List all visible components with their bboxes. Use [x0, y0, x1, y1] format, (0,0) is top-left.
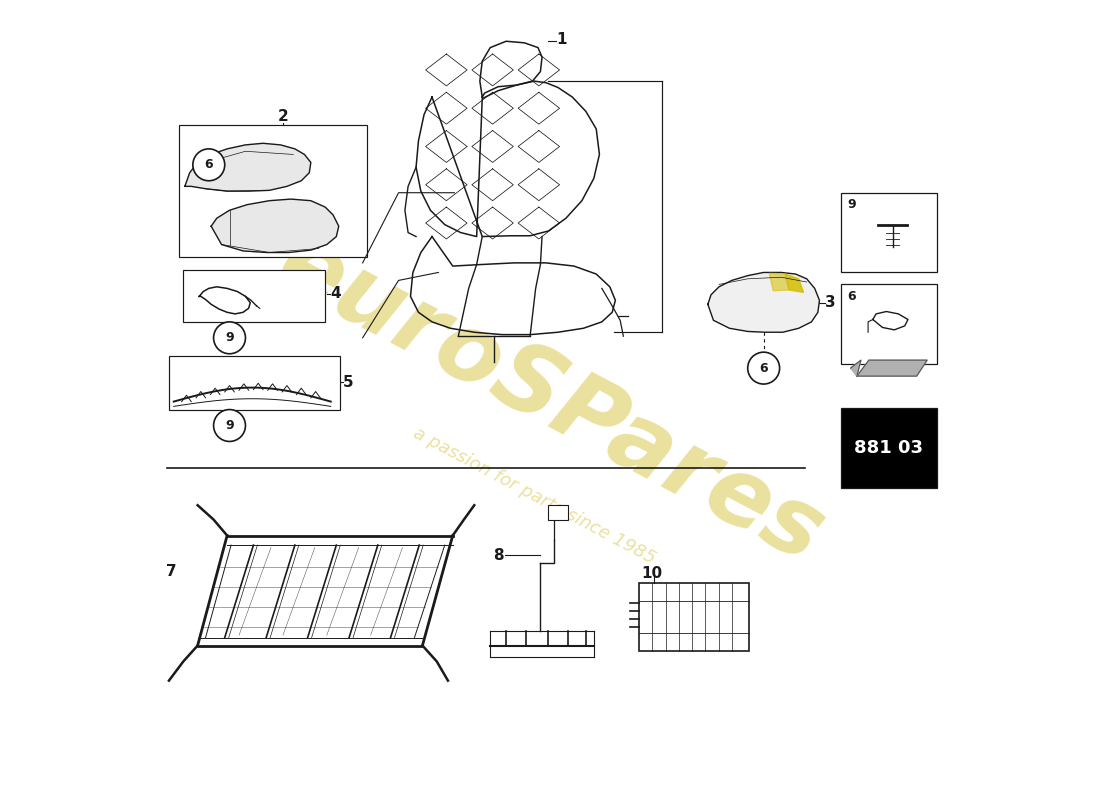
Bar [842, 285, 937, 364]
Circle shape [748, 352, 780, 384]
Text: 10: 10 [641, 566, 663, 582]
Text: 9: 9 [226, 331, 234, 344]
Text: 1: 1 [557, 32, 566, 47]
Circle shape [213, 410, 245, 442]
Polygon shape [708, 273, 820, 332]
Text: a passion for parts since 1985: a passion for parts since 1985 [410, 424, 658, 567]
Text: 6: 6 [205, 158, 213, 171]
Polygon shape [857, 360, 927, 376]
Bar [184, 270, 326, 322]
Text: euroSPares: euroSPares [262, 218, 838, 582]
Circle shape [192, 149, 224, 181]
Text: 8: 8 [493, 548, 504, 563]
Polygon shape [769, 274, 789, 290]
Text: 9: 9 [847, 198, 856, 211]
Polygon shape [185, 143, 311, 191]
Bar [842, 408, 937, 488]
Text: 881 03: 881 03 [855, 439, 923, 457]
Text: 4: 4 [330, 286, 341, 302]
Text: 3: 3 [825, 295, 836, 310]
Bar [169, 356, 340, 410]
Circle shape [213, 322, 245, 354]
Text: 2: 2 [277, 110, 288, 125]
Bar [842, 193, 937, 273]
Text: 6: 6 [759, 362, 768, 374]
Text: 9: 9 [226, 419, 234, 432]
Bar [639, 583, 749, 651]
Polygon shape [785, 274, 803, 292]
Polygon shape [211, 199, 339, 253]
Bar [549, 506, 569, 519]
Text: 5: 5 [343, 375, 353, 390]
Text: 7: 7 [166, 564, 177, 579]
Bar [179, 125, 366, 257]
Polygon shape [850, 360, 861, 376]
Text: 6: 6 [847, 290, 856, 303]
